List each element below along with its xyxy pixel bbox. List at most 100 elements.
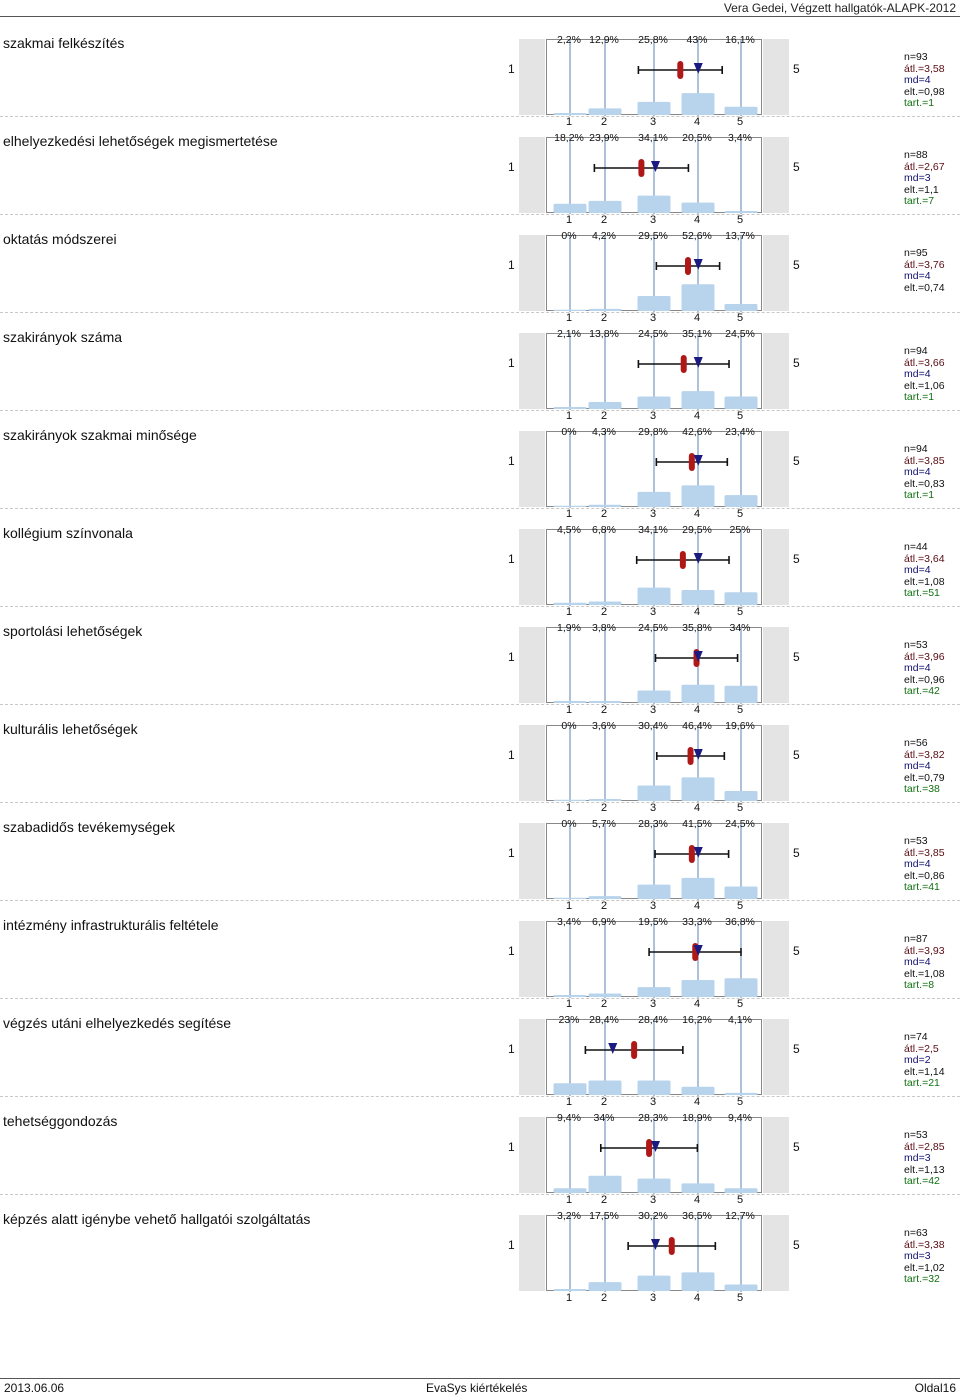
axis-tick-1: 1 [565,116,573,128]
bar-2 [588,896,622,899]
bar-4 [681,980,715,997]
scale-right-label: 5 [793,552,800,566]
median-marker [693,357,703,368]
axis-tick-3: 3 [649,900,657,912]
percent-label-4: 43% [686,34,708,46]
percent-label-1: 3,4% [557,916,581,928]
stat-count: n=74 [904,1031,928,1043]
percent-label-2: 23,9% [589,132,619,144]
median-marker [693,945,703,956]
bar-3 [637,195,671,213]
axis-tick-3: 3 [649,998,657,1010]
stat-median: md=4 [904,564,931,576]
mean-marker [688,453,695,471]
distribution-svg [553,530,758,606]
distribution-svg [553,334,758,410]
axis-tick-5: 5 [736,1096,744,1108]
stats-block: n=74 átl.=2,5 md=2 elt.=1,14 tart.=21 [904,1031,945,1090]
axis-tick-4: 4 [693,312,701,324]
percent-label-5: 9,4% [728,1112,752,1124]
axis-tick-2: 2 [600,1096,608,1108]
scale-right-label: 5 [793,1042,800,1056]
axis-tick-1: 1 [565,214,573,226]
stat-median: md=2 [904,1054,931,1066]
scale-left-box [519,1215,545,1291]
mean-marker [638,159,645,177]
scale-left-box [519,1019,545,1095]
stat-median: md=3 [904,172,931,184]
row-separator [0,312,960,313]
stat-mean: átl.=3,82 [904,748,945,761]
scale-left-label: 1 [508,356,515,370]
question-label: szakirányok szakmai minősége [3,427,197,443]
stat-abstentions: tart.=1 [904,391,935,403]
stat-mean: átl.=3,93 [904,944,945,957]
bar-5 [724,304,758,311]
scale-right-box [763,39,789,115]
stat-median: md=4 [904,956,931,968]
distribution-plot [546,333,762,410]
bar-4 [681,777,715,801]
stat-abstentions: tart.=42 [904,685,940,697]
stat-deviation: elt.=1,02 [904,1261,945,1274]
axis-tick-5: 5 [736,1292,744,1304]
scale-right-label: 5 [793,62,800,76]
stat-median: md=4 [904,662,931,674]
bar-2 [588,701,622,703]
bar-1 [553,113,587,115]
question-label: kulturális lehetőségek [3,721,138,737]
axis-tick-1: 1 [565,1096,573,1108]
axis-tick-1: 1 [565,410,573,422]
stat-deviation: elt.=1,1 [904,183,939,196]
footer-page-number: Oldal16 [914,1381,956,1395]
scale-right-box [763,333,789,409]
percent-label-2: 3,8% [592,622,616,634]
scale-right-label: 5 [793,454,800,468]
percent-label-1: 3,2% [557,1210,581,1222]
axis-tick-2: 2 [600,998,608,1010]
stat-abstentions: tart.=51 [904,587,940,599]
percent-label-2: 6,8% [592,524,616,536]
mean-marker [668,1237,675,1255]
percent-label-3: 28,4% [638,1014,668,1026]
scale-left-label: 1 [508,846,515,860]
percent-label-3: 29,5% [638,230,668,242]
mean-marker [631,1041,638,1059]
stats-block: n=88 átl.=2,67 md=3 elt.=1,1 tart.=7 [904,149,945,208]
axis-tick-3: 3 [649,508,657,520]
axis-tick-5: 5 [736,116,744,128]
scale-right-label: 5 [793,846,800,860]
bar-1 [553,309,587,311]
axis-tick-5: 5 [736,1194,744,1206]
axis-tick-3: 3 [649,116,657,128]
bar-5 [724,1092,758,1095]
scale-right-box [763,529,789,605]
scale-right-box [763,137,789,213]
bar-5 [724,791,758,801]
scale-right-box [763,1215,789,1291]
bar-1 [553,995,587,997]
axis-tick-1: 1 [565,900,573,912]
scale-left-box [519,823,545,899]
mean-marker [687,747,694,765]
stat-deviation: elt.=1,08 [904,575,945,588]
stat-count: n=56 [904,737,928,749]
question-label: szabadidős tevékemységek [3,819,175,835]
bar-1 [553,799,587,801]
scale-left-box [519,921,545,997]
bar-2 [588,401,622,409]
percent-label-4: 29,5% [682,524,712,536]
stat-count: n=44 [904,541,928,553]
percent-label-4: 33,3% [682,916,712,928]
scale-right-label: 5 [793,748,800,762]
axis-tick-4: 4 [693,116,701,128]
scale-right-box [763,1117,789,1193]
bar-1 [553,203,587,213]
bar-2 [588,200,622,213]
axis-tick-1: 1 [565,606,573,618]
percent-label-1: 0% [561,426,577,438]
percent-label-2: 4,2% [592,230,616,242]
percent-label-5: 3,4% [728,132,752,144]
distribution-plot [546,1215,762,1292]
scale-right-box [763,431,789,507]
